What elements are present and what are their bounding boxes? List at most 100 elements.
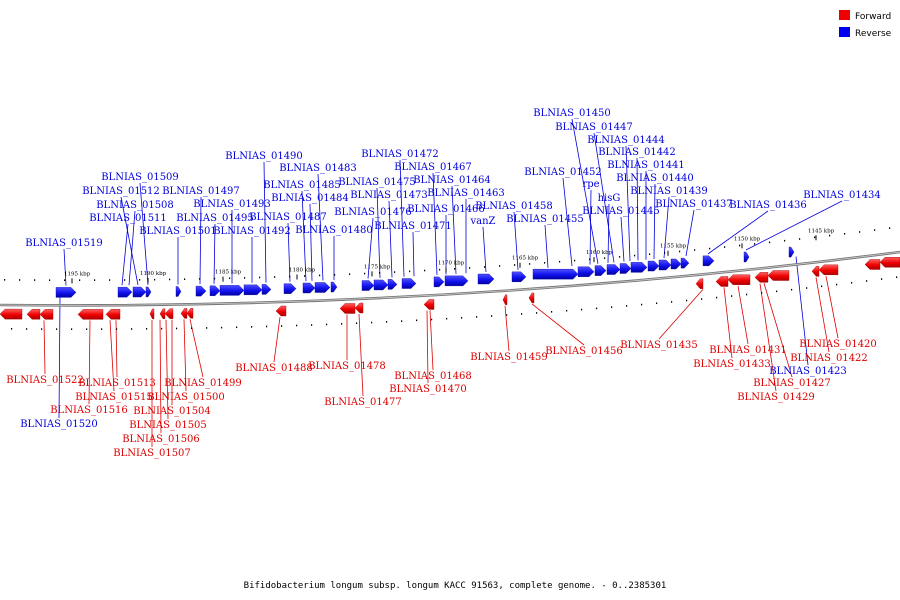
gene-forward[interactable]: [105, 309, 121, 320]
gene-forward[interactable]: [275, 305, 287, 317]
gene-reverse[interactable]: [670, 258, 682, 270]
gene-label[interactable]: BLNIAS_01475: [338, 177, 416, 188]
gene-forward[interactable]: [715, 276, 729, 287]
gene-label[interactable]: BLNIAS_01488: [235, 363, 313, 374]
gene-reverse[interactable]: [387, 279, 398, 290]
gene-reverse[interactable]: [532, 268, 579, 280]
gene-label[interactable]: BLNIAS_01456: [545, 346, 623, 357]
gene-label[interactable]: BLNIAS_01484: [271, 193, 349, 204]
gene-reverse[interactable]: [302, 282, 316, 294]
gene-label[interactable]: BLNIAS_01513: [78, 378, 156, 389]
gene-label[interactable]: BLNIAS_01480: [295, 225, 373, 236]
gene-label[interactable]: BLNIAS_01504: [133, 406, 211, 417]
gene-label[interactable]: BLNIAS_01499: [164, 378, 242, 389]
gene-label[interactable]: BLNIAS_01512: [82, 186, 160, 197]
gene-label[interactable]: BLNIAS_01423: [769, 366, 847, 377]
gene-label[interactable]: BLNIAS_01520: [20, 419, 98, 430]
gene-forward[interactable]: [180, 308, 188, 319]
gene-label[interactable]: BLNIAS_01515: [75, 392, 153, 403]
gene-forward[interactable]: [39, 309, 54, 320]
gene-reverse[interactable]: [209, 285, 221, 296]
gene-label[interactable]: BLNIAS_01522: [6, 375, 84, 386]
gene-label[interactable]: BLNIAS_01468: [394, 371, 472, 382]
gene-label[interactable]: BLNIAS_01508: [96, 200, 174, 211]
gene-label[interactable]: BLNIAS_01473: [350, 190, 428, 201]
gene-forward[interactable]: [186, 308, 194, 319]
gene-label[interactable]: BLNIAS_01507: [113, 448, 191, 459]
gene-label[interactable]: BLNIAS_01429: [737, 392, 815, 403]
gene-reverse[interactable]: [743, 251, 750, 263]
gene-label[interactable]: BLNIAS_01483: [279, 163, 357, 174]
gene-label[interactable]: BLNIAS_01433: [693, 359, 771, 370]
gene-label[interactable]: BLNIAS_01459: [470, 352, 548, 363]
gene-label[interactable]: BLNIAS_01442: [598, 147, 676, 158]
gene-label[interactable]: BLNIAS_01467: [394, 162, 472, 173]
gene-label[interactable]: BLNIAS_01435: [620, 340, 698, 351]
gene-forward[interactable]: [164, 308, 174, 319]
gene-reverse[interactable]: [401, 278, 417, 289]
gene-label[interactable]: BLNIAS_01431: [709, 345, 787, 356]
gene-label[interactable]: BLNIAS_01516: [50, 405, 128, 416]
gene-label[interactable]: BLNIAS_01506: [122, 434, 200, 445]
gene-reverse[interactable]: [132, 286, 147, 298]
gene-forward[interactable]: [754, 272, 769, 283]
gene-forward[interactable]: [811, 266, 820, 277]
gene-label[interactable]: BLNIAS_01485: [263, 180, 341, 191]
gene-reverse[interactable]: [619, 263, 632, 274]
gene-forward[interactable]: [695, 278, 704, 289]
gene-reverse[interactable]: [606, 264, 621, 275]
gene-label[interactable]: BLNIAS_01490: [225, 151, 303, 162]
gene-label[interactable]: BLNIAS_01452: [524, 167, 602, 178]
gene-label[interactable]: BLNIAS_01427: [753, 378, 831, 389]
gene-reverse[interactable]: [630, 262, 648, 273]
gene-reverse[interactable]: [680, 257, 690, 269]
gene-label[interactable]: BLNIAS_01420: [799, 339, 877, 350]
gene-forward[interactable]: [727, 274, 751, 285]
gene-label[interactable]: BLNIAS_01441: [607, 160, 685, 171]
gene-label[interactable]: hisG: [598, 193, 621, 204]
gene-forward[interactable]: [502, 294, 508, 305]
gene-reverse[interactable]: [373, 279, 389, 291]
gene-label[interactable]: BLNIAS_01495: [176, 213, 254, 224]
gene-label[interactable]: BLNIAS_01450: [533, 108, 611, 119]
gene-label[interactable]: BLNIAS_01458: [475, 201, 553, 212]
gene-label[interactable]: BLNIAS_01445: [582, 206, 660, 217]
gene-reverse[interactable]: [658, 259, 672, 271]
gene-reverse[interactable]: [577, 266, 595, 278]
gene-label[interactable]: BLNIAS_01492: [213, 226, 291, 237]
gene-label[interactable]: BLNIAS_01455: [506, 214, 584, 225]
gene-label[interactable]: BLNIAS_01472: [361, 149, 439, 160]
gene-reverse[interactable]: [477, 273, 495, 285]
gene-label[interactable]: BLNIAS_01519: [25, 238, 103, 249]
gene-forward[interactable]: [77, 309, 104, 320]
gene-label[interactable]: BLNIAS_01477: [324, 397, 402, 408]
gene-label[interactable]: BLNIAS_01463: [427, 188, 505, 199]
gene-label[interactable]: BLNIAS_01464: [413, 175, 491, 186]
gene-label[interactable]: BLNIAS_01493: [193, 199, 271, 210]
gene-forward[interactable]: [423, 299, 435, 310]
gene-label[interactable]: BLNIAS_01509: [101, 172, 179, 183]
gene-label[interactable]: BLNIAS_01501: [139, 226, 217, 237]
gene-reverse[interactable]: [444, 275, 469, 287]
gene-forward[interactable]: [159, 308, 166, 319]
gene-reverse[interactable]: [314, 282, 331, 293]
gene-reverse[interactable]: [788, 246, 795, 258]
gene-reverse[interactable]: [55, 287, 77, 298]
gene-label[interactable]: BLNIAS_01470: [389, 384, 467, 395]
gene-reverse[interactable]: [243, 284, 263, 296]
gene-reverse[interactable]: [702, 255, 715, 267]
gene-label[interactable]: rpe: [582, 179, 599, 190]
gene-label[interactable]: BLNIAS_01437: [655, 199, 733, 210]
gene-reverse[interactable]: [117, 286, 133, 298]
gene-label[interactable]: BLNIAS_01444: [587, 135, 665, 146]
gene-reverse[interactable]: [175, 286, 182, 297]
gene-reverse[interactable]: [647, 260, 660, 272]
gene-forward[interactable]: [339, 303, 356, 314]
gene-label[interactable]: BLNIAS_01434: [803, 190, 881, 201]
gene-label[interactable]: BLNIAS_01478: [308, 361, 386, 372]
gene-reverse[interactable]: [433, 276, 445, 288]
gene-label[interactable]: BLNIAS_01511: [89, 213, 167, 224]
gene-forward[interactable]: [354, 302, 364, 314]
gene-label[interactable]: BLNIAS_01476: [334, 207, 412, 218]
gene-reverse[interactable]: [283, 283, 297, 294]
